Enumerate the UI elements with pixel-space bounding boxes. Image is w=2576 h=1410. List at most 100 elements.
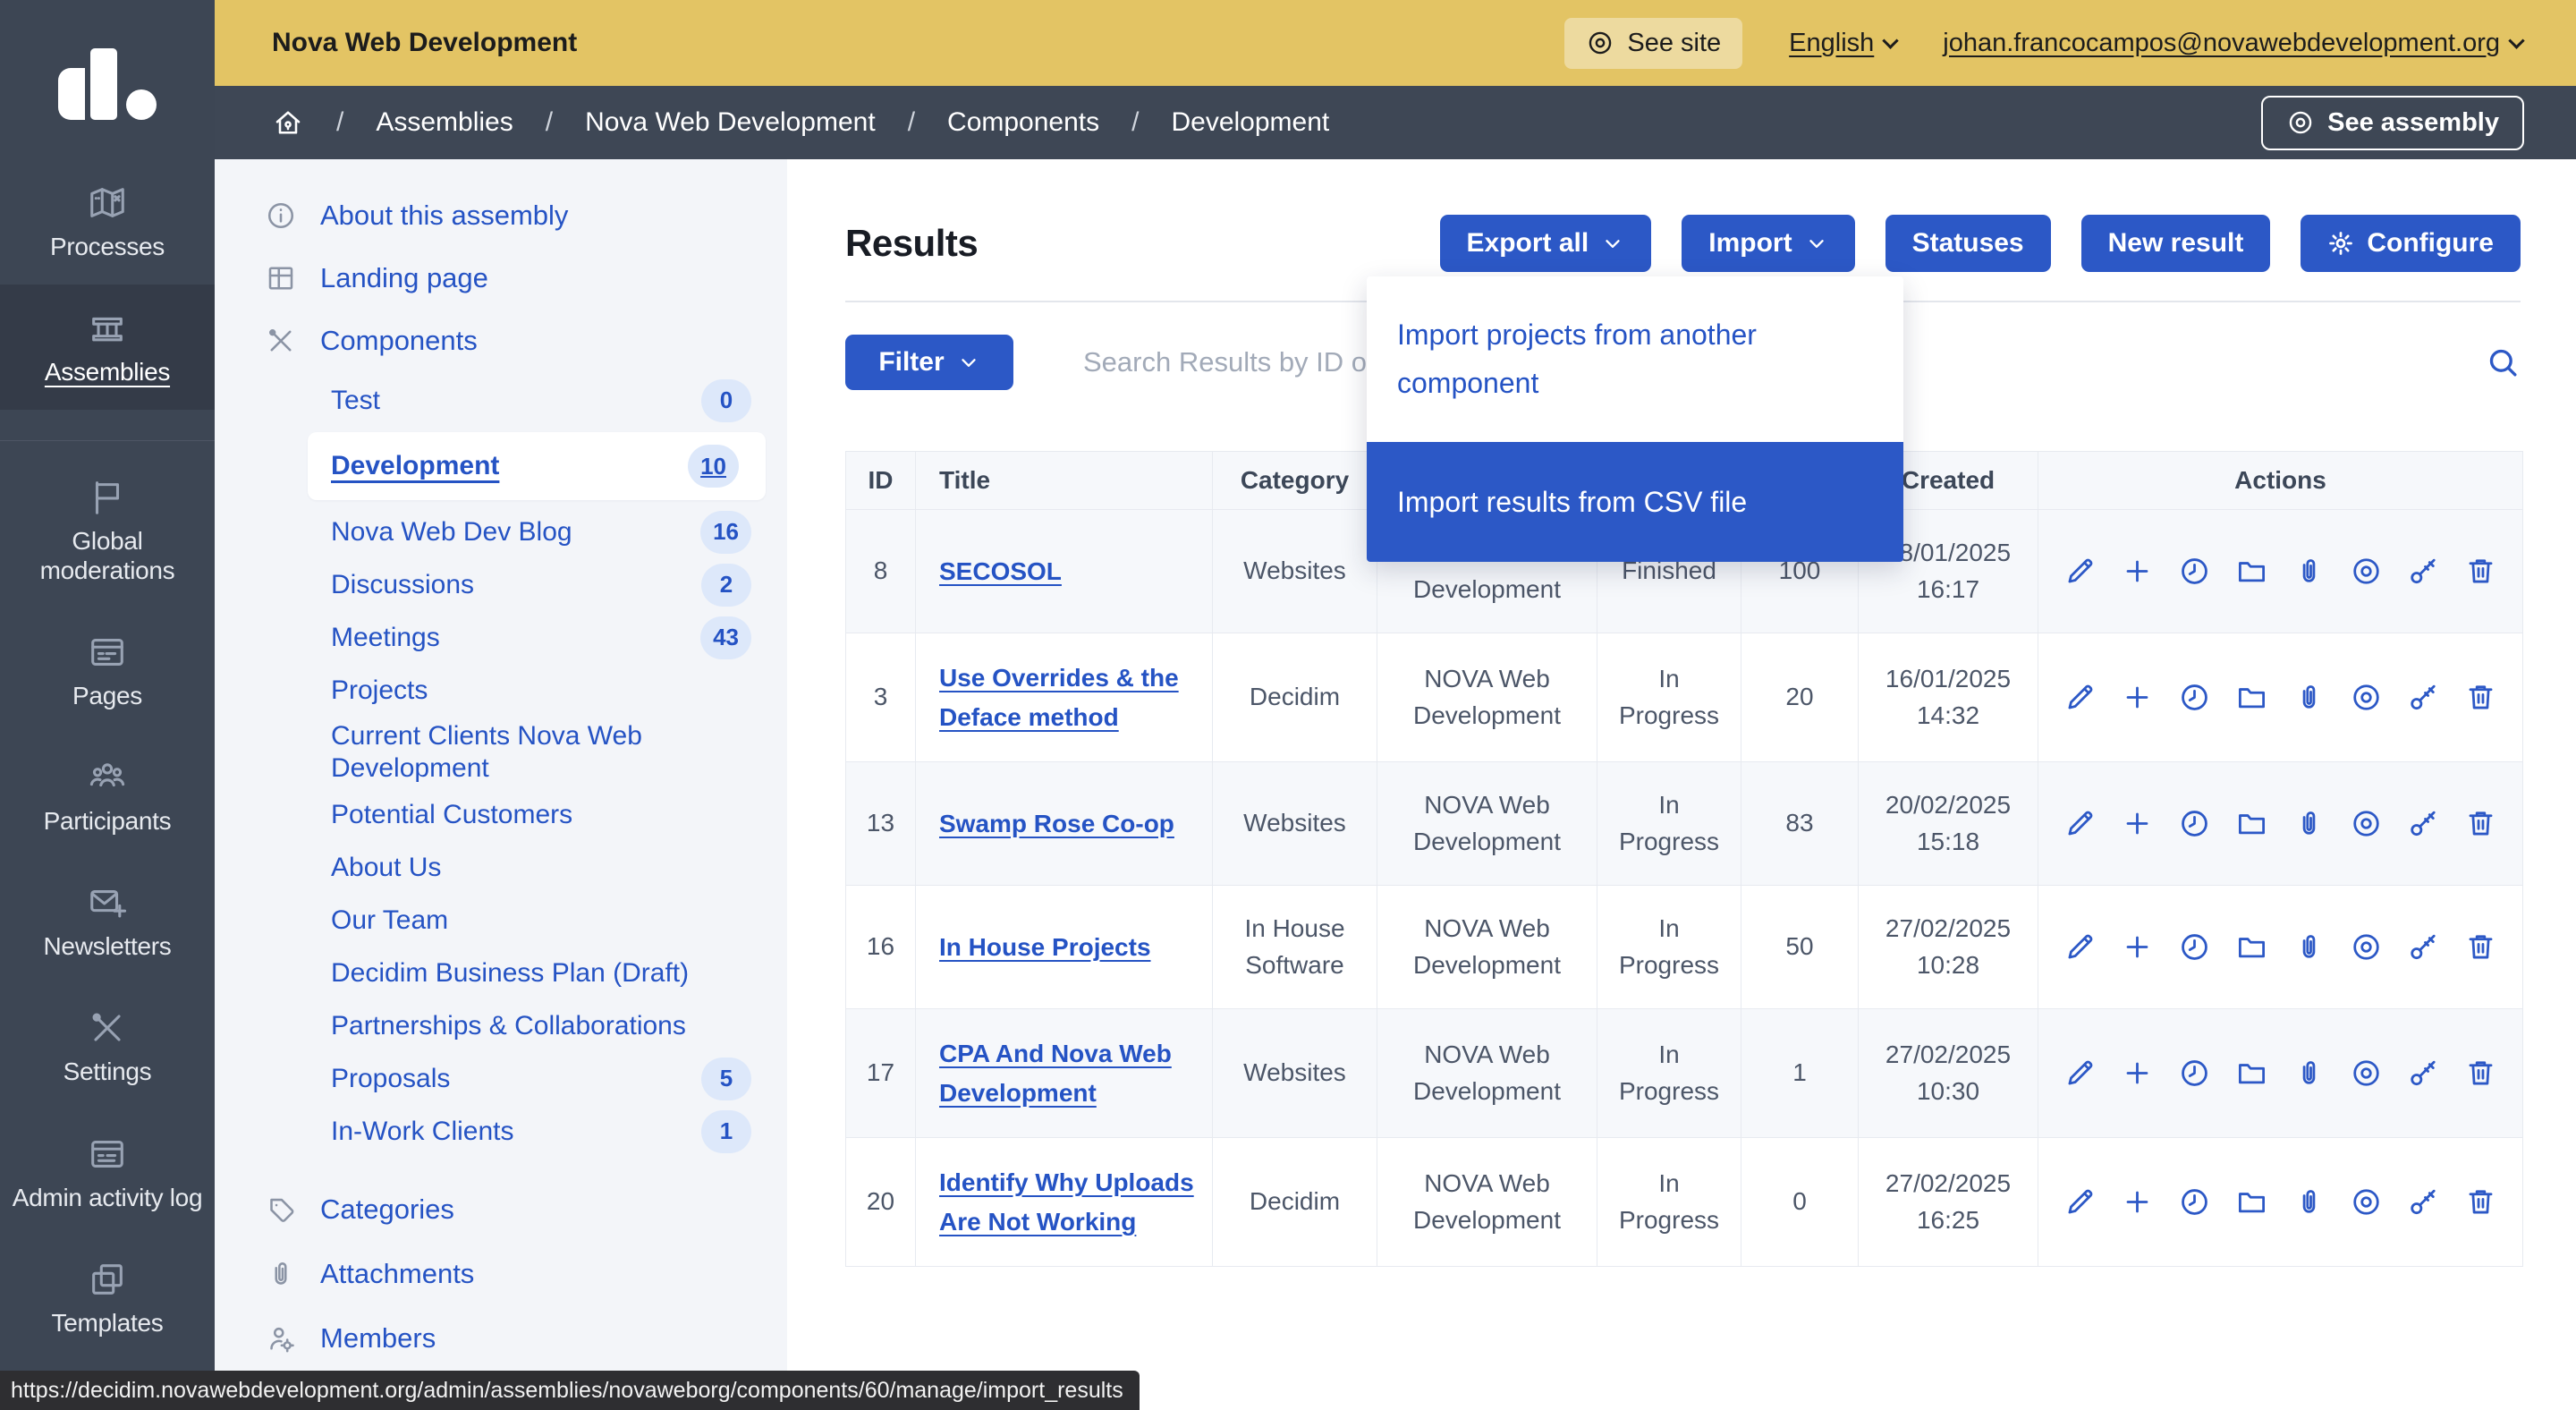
breadcrumb-link-assembly[interactable]: Nova Web Development (585, 107, 876, 138)
history-button[interactable] (2178, 807, 2211, 840)
attachments-button[interactable] (2292, 681, 2326, 714)
component-link[interactable]: Partnerships & Collaborations (215, 999, 787, 1052)
delete-button[interactable] (2464, 807, 2497, 840)
permissions-button[interactable] (2407, 1057, 2440, 1090)
folder-button[interactable] (2235, 555, 2268, 588)
folder-button[interactable] (2235, 930, 2268, 964)
permissions-button[interactable] (2407, 930, 2440, 964)
breadcrumb-link-assemblies[interactable]: Assemblies (376, 107, 513, 138)
add-button[interactable] (2121, 681, 2154, 714)
sidebar-item-about-assembly[interactable]: About this assembly (215, 184, 787, 247)
attachments-button[interactable] (2292, 1185, 2326, 1219)
edit-button[interactable] (2063, 1057, 2097, 1090)
breadcrumb-link-current[interactable]: Development (1171, 107, 1329, 138)
history-button[interactable] (2178, 681, 2211, 714)
component-link[interactable]: In-Work Clients 1 (215, 1105, 787, 1158)
import-button[interactable]: Import (1682, 215, 1854, 272)
sidebar-item-pages[interactable]: Pages (0, 608, 215, 734)
result-title-link[interactable]: SECOSOL (939, 557, 1062, 585)
sidebar-item-global-moderations[interactable]: Global moderations (0, 454, 215, 607)
delete-button[interactable] (2464, 681, 2497, 714)
component-link[interactable]: Decidim Business Plan (Draft) (215, 947, 787, 999)
history-button[interactable] (2178, 555, 2211, 588)
preview-button[interactable] (2350, 807, 2383, 840)
history-button[interactable] (2178, 1185, 2211, 1219)
sidebar-item-newsletters[interactable]: Newsletters (0, 859, 215, 984)
menu-item-import-csv[interactable]: Import results from CSV file (1367, 442, 1903, 562)
result-title-link[interactable]: Use Overrides & the Deface method (939, 664, 1179, 730)
sidebar-item-participants[interactable]: Participants (0, 734, 215, 859)
attachments-button[interactable] (2292, 930, 2326, 964)
delete-button[interactable] (2464, 930, 2497, 964)
sidebar-item-members[interactable]: Members (215, 1306, 787, 1371)
preview-button[interactable] (2350, 1185, 2383, 1219)
add-button[interactable] (2121, 1057, 2154, 1090)
edit-button[interactable] (2063, 807, 2097, 840)
component-link[interactable]: Test 0 (215, 374, 787, 427)
attachments-button[interactable] (2292, 555, 2326, 588)
language-selector[interactable]: English (1789, 29, 1896, 58)
sidebar-item-templates[interactable]: Templates (0, 1236, 215, 1361)
see-assembly-button[interactable]: See assembly (2261, 96, 2524, 150)
menu-item-import-projects[interactable]: Import projects from another component (1367, 276, 1903, 442)
sidebar-item-components[interactable]: Components (215, 310, 787, 372)
result-title-link[interactable]: In House Projects (939, 933, 1151, 961)
component-link[interactable]: Our Team (215, 894, 787, 947)
user-menu[interactable]: johan.francocampos@novawebdevelopment.or… (1943, 29, 2522, 58)
configure-button[interactable]: Configure (2301, 215, 2521, 272)
add-button[interactable] (2121, 930, 2154, 964)
permissions-button[interactable] (2407, 555, 2440, 588)
new-result-button[interactable]: New result (2081, 215, 2271, 272)
result-title-link[interactable]: Swamp Rose Co-op (939, 810, 1174, 837)
preview-button[interactable] (2350, 930, 2383, 964)
search-icon[interactable] (2485, 344, 2521, 380)
export-all-button[interactable]: Export all (1440, 215, 1652, 272)
add-button[interactable] (2121, 555, 2154, 588)
permissions-button[interactable] (2407, 1185, 2440, 1219)
edit-button[interactable] (2063, 555, 2097, 588)
sidebar-item-admin-activity-log[interactable]: Admin activity log (0, 1110, 215, 1236)
add-button[interactable] (2121, 1185, 2154, 1219)
component-link[interactable]: About Us (215, 841, 787, 894)
result-title-link[interactable]: Identify Why Uploads Are Not Working (939, 1168, 1194, 1235)
sidebar-item-categories[interactable]: Categories (215, 1177, 787, 1242)
history-button[interactable] (2178, 930, 2211, 964)
add-button[interactable] (2121, 807, 2154, 840)
sidebar-item-settings[interactable]: Settings (0, 984, 215, 1109)
folder-button[interactable] (2235, 681, 2268, 714)
folder-button[interactable] (2235, 807, 2268, 840)
attachments-button[interactable] (2292, 807, 2326, 840)
preview-button[interactable] (2350, 681, 2383, 714)
preview-button[interactable] (2350, 1057, 2383, 1090)
delete-button[interactable] (2464, 1057, 2497, 1090)
component-link[interactable]: Development 10 (308, 432, 766, 500)
see-site-button[interactable]: See site (1564, 18, 1742, 69)
edit-button[interactable] (2063, 681, 2097, 714)
sidebar-item-assemblies[interactable]: Assemblies (0, 285, 215, 410)
component-link[interactable]: Potential Customers (215, 788, 787, 841)
component-link[interactable]: Meetings 43 (215, 611, 787, 664)
delete-button[interactable] (2464, 1185, 2497, 1219)
preview-button[interactable] (2350, 555, 2383, 588)
component-link[interactable]: Discussions 2 (215, 558, 787, 611)
filter-button[interactable]: Filter (845, 335, 1013, 390)
sidebar-item-attachments[interactable]: Attachments (215, 1242, 787, 1306)
attachments-button[interactable] (2292, 1057, 2326, 1090)
folder-button[interactable] (2235, 1185, 2268, 1219)
permissions-button[interactable] (2407, 807, 2440, 840)
component-link[interactable]: Nova Web Dev Blog 16 (215, 505, 787, 558)
sidebar-item-processes[interactable]: Processes (0, 159, 215, 285)
delete-button[interactable] (2464, 555, 2497, 588)
breadcrumb-home-link[interactable] (272, 106, 304, 139)
breadcrumb-link-components[interactable]: Components (947, 107, 1099, 138)
component-link[interactable]: Current Clients Nova Web Development (215, 717, 787, 788)
result-title-link[interactable]: CPA And Nova Web Development (939, 1040, 1172, 1106)
component-link[interactable]: Proposals 5 (215, 1052, 787, 1105)
component-link[interactable]: Projects (215, 664, 787, 717)
statuses-button[interactable]: Statuses (1885, 215, 2051, 272)
permissions-button[interactable] (2407, 681, 2440, 714)
sidebar-item-landing-page[interactable]: Landing page (215, 247, 787, 310)
decidim-logo[interactable] (0, 0, 215, 159)
history-button[interactable] (2178, 1057, 2211, 1090)
edit-button[interactable] (2063, 1185, 2097, 1219)
